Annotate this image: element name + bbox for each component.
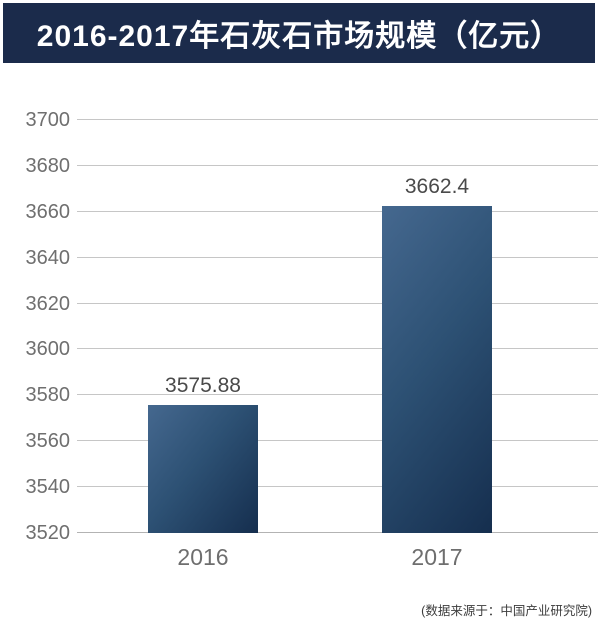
gridline-3520 xyxy=(77,532,598,533)
bar-2017 xyxy=(382,206,492,533)
y-tick-label-3560: 3560 xyxy=(25,430,71,453)
y-tick-label-3540: 3540 xyxy=(25,476,71,499)
gridline-3620 xyxy=(77,302,598,304)
bar-value-label-2016: 3575.88 xyxy=(165,374,241,397)
gridline-3660 xyxy=(77,210,598,212)
bar-2016 xyxy=(148,405,258,533)
gridline-3700 xyxy=(77,119,598,120)
y-tick-label-3680: 3680 xyxy=(25,154,71,177)
chart-title: 2016-2017年石灰石市场规模（亿元） xyxy=(36,20,562,53)
y-tick-label-3520: 3520 xyxy=(25,522,71,544)
plot-area: 3575.88 2016 3662.4 2017 xyxy=(77,119,598,570)
data-source-note: (数据来源于：中国产业研究院) xyxy=(421,604,592,618)
bar-value-label-2017: 3662.4 xyxy=(404,175,470,198)
y-tick-label-3580: 3580 xyxy=(25,384,71,407)
y-axis: 3520 3540 3560 3580 3600 3620 3640 3660 3680 3700 xyxy=(0,110,71,543)
gridline-3680 xyxy=(77,164,598,166)
y-tick-label-3600: 3600 xyxy=(25,338,71,361)
y-tick-label-3660: 3660 xyxy=(25,200,71,223)
y-tick-label-3640: 3640 xyxy=(25,246,71,269)
y-tick-label-3700: 3700 xyxy=(25,109,71,131)
y-tick-label-3620: 3620 xyxy=(25,292,71,315)
gridline-3580 xyxy=(77,394,598,396)
gridline-3640 xyxy=(77,256,598,258)
gridline-3540 xyxy=(77,486,598,488)
gridline-3560 xyxy=(77,440,598,442)
x-axis-label-2017: 2017 xyxy=(411,544,463,570)
gridline-3600 xyxy=(77,348,598,350)
title-banner: 2016-2017年石灰石市场规模（亿元） xyxy=(3,3,595,63)
x-axis-label-2016: 2016 xyxy=(177,544,229,570)
